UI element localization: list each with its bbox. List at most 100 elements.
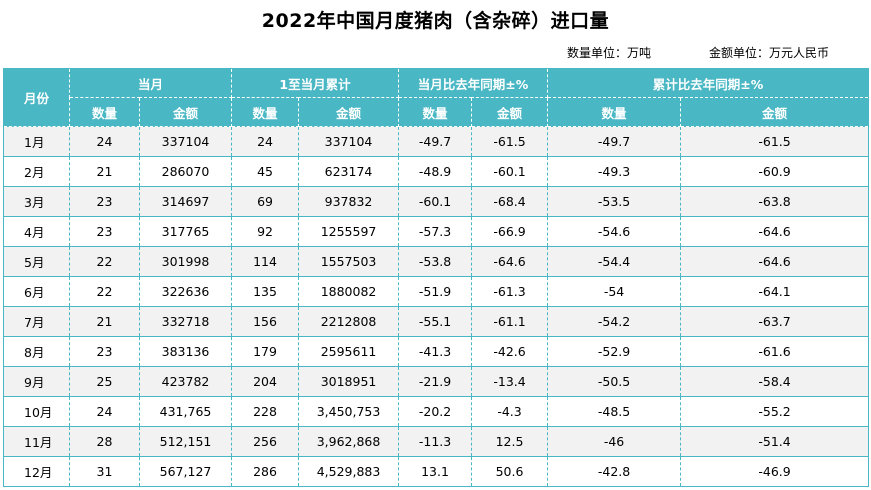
table-cell: 423782	[138, 366, 233, 397]
header-group-cumulative: 1至当月累计	[231, 68, 400, 98]
table-cell: -49.3	[547, 156, 682, 187]
table-cell: 3018951	[298, 366, 400, 397]
table-cell: -48.9	[398, 156, 473, 187]
table-cell: -68.4	[471, 186, 549, 217]
table-cell: 317765	[138, 216, 233, 247]
table-cell: -46.9	[680, 456, 870, 487]
month-cell: 11月	[3, 426, 70, 457]
table-cell: 3,962,868	[298, 426, 400, 457]
month-cell: 2月	[3, 156, 70, 187]
table-cell: 314697	[138, 186, 233, 217]
table-cell: 1255597	[298, 216, 400, 247]
table-row: 3月 23 314697 69 937832 -60.1 -68.4 -53.5…	[3, 186, 870, 217]
header-sub-quantity: 数量	[231, 97, 300, 127]
table-cell: -50.5	[547, 366, 682, 397]
header-sub-amount: 金额	[298, 97, 400, 127]
table-cell: -20.2	[398, 396, 473, 427]
table-cell: -61.5	[680, 126, 870, 157]
table-cell: 22	[69, 276, 140, 307]
table-cell: -61.3	[471, 276, 549, 307]
table-cell: 3,450,753	[298, 396, 400, 427]
table-cell: 383136	[138, 336, 233, 367]
table-cell: 2595611	[298, 336, 400, 367]
table-cell: 21	[69, 156, 140, 187]
table-cell: -66.9	[471, 216, 549, 247]
table-row: 2月 21 286070 45 623174 -48.9 -60.1 -49.3…	[3, 156, 870, 187]
table-cell: 21	[69, 306, 140, 337]
table-cell: -41.3	[398, 336, 473, 367]
table-cell: 256	[231, 426, 300, 457]
table-row: 6月 22 322636 135 1880082 -51.9 -61.3 -54…	[3, 276, 870, 307]
quantity-unit: 数量单位：万吨	[567, 46, 652, 60]
table-cell: -61.1	[471, 306, 549, 337]
table-cell: -4.3	[471, 396, 549, 427]
table-cell: -55.2	[680, 396, 870, 427]
table-cell: 512,151	[138, 426, 233, 457]
table-row: 10月 24 431,765 228 3,450,753 -20.2 -4.3 …	[3, 396, 870, 427]
month-cell: 4月	[3, 216, 70, 247]
table-cell: 2212808	[298, 306, 400, 337]
table-row: 4月 23 317765 92 1255597 -57.3 -66.9 -54.…	[3, 216, 870, 247]
table-cell: 23	[69, 336, 140, 367]
table-cell: -53.8	[398, 246, 473, 277]
month-cell: 1月	[3, 126, 70, 157]
month-cell: 7月	[3, 306, 70, 337]
table-cell: -64.1	[680, 276, 870, 307]
table-cell: -57.3	[398, 216, 473, 247]
table-cell: 1557503	[298, 246, 400, 277]
table-cell: 623174	[298, 156, 400, 187]
table-cell: -46	[547, 426, 682, 457]
table-cell: 114	[231, 246, 300, 277]
table-cell: -42.6	[471, 336, 549, 367]
table-cell: 23	[69, 216, 140, 247]
table-cell: 156	[231, 306, 300, 337]
table-cell: -55.1	[398, 306, 473, 337]
table-cell: -60.1	[398, 186, 473, 217]
table-cell: 69	[231, 186, 300, 217]
table-cell: 4,529,883	[298, 456, 400, 487]
table-cell: -42.8	[547, 456, 682, 487]
table-cell: 31	[69, 456, 140, 487]
table-cell: 301998	[138, 246, 233, 277]
table-cell: -49.7	[398, 126, 473, 157]
table-cell: -13.4	[471, 366, 549, 397]
table-cell: -54.6	[547, 216, 682, 247]
table-cell: -54	[547, 276, 682, 307]
table-cell: 322636	[138, 276, 233, 307]
month-cell: 5月	[3, 246, 70, 277]
table-cell: 22	[69, 246, 140, 277]
pork-import-table: 月份 当月 1至当月累计 当月比去年同期±% 累计比去年同期±% 数量 金额 数…	[3, 68, 870, 487]
table-row: 1月 24 337104 24 337104 -49.7 -61.5 -49.7…	[3, 126, 870, 157]
table-cell: -53.5	[547, 186, 682, 217]
table-cell: 1880082	[298, 276, 400, 307]
table-cell: 431,765	[138, 396, 233, 427]
table-cell: 24	[231, 126, 300, 157]
table-cell: -49.7	[547, 126, 682, 157]
table-cell: -61.6	[680, 336, 870, 367]
month-cell: 6月	[3, 276, 70, 307]
table-cell: -60.1	[471, 156, 549, 187]
table-cell: 567,127	[138, 456, 233, 487]
month-cell: 10月	[3, 396, 70, 427]
table-cell: 337104	[298, 126, 400, 157]
table-cell: -51.4	[680, 426, 870, 457]
table-cell: 24	[69, 396, 140, 427]
table-cell: 228	[231, 396, 300, 427]
month-cell: 8月	[3, 336, 70, 367]
month-cell: 9月	[3, 366, 70, 397]
header-sub-amount: 金额	[138, 97, 233, 127]
table-cell: -64.6	[471, 246, 549, 277]
header-sub-quantity: 数量	[398, 97, 473, 127]
table-cell: 337104	[138, 126, 233, 157]
table-cell: -21.9	[398, 366, 473, 397]
table-cell: -54.4	[547, 246, 682, 277]
table-row: 12月 31 567,127 286 4,529,883 13.1 50.6 -…	[3, 456, 870, 487]
table-cell: 45	[231, 156, 300, 187]
table-cell: -64.6	[680, 216, 870, 247]
table-cell: -52.9	[547, 336, 682, 367]
table-cell: -64.6	[680, 246, 870, 277]
header-group-current-month: 当月	[68, 68, 233, 98]
table-cell: 286070	[138, 156, 233, 187]
table-cell: -11.3	[398, 426, 473, 457]
table-cell: 332718	[138, 306, 233, 337]
